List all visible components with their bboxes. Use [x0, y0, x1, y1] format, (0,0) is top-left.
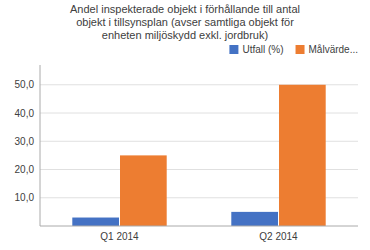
bar: [72, 218, 119, 226]
title: Andel inspekterade objekt i förhållande …: [70, 3, 300, 41]
bar: [231, 212, 278, 226]
bar: [120, 155, 167, 226]
y-tick-label: 10,0: [15, 192, 35, 203]
legend-swatch: [229, 45, 238, 54]
chart: Andel inspekterade objekt i förhållande …: [0, 0, 370, 250]
legend: Utfall (%) Målvärde...: [229, 44, 358, 55]
legend-label: Utfall (%): [242, 44, 283, 55]
y-tick-label: 50,0: [15, 79, 35, 90]
legend-item: Målvärde...: [296, 44, 358, 55]
y-tick-label: 40,0: [15, 108, 35, 119]
legend-item: Utfall (%): [229, 44, 283, 55]
y-axis-line: [40, 65, 41, 226]
x-tick-label: Q1 2014: [100, 231, 139, 242]
legend-swatch: [296, 45, 305, 54]
bar: [279, 85, 326, 226]
y-tick-label: 20,0: [15, 164, 35, 175]
legend-label: Målvärde...: [309, 44, 358, 55]
x-tick-label: Q2 2014: [259, 231, 298, 242]
y-tick-label: 30,0: [15, 136, 35, 147]
x-axis-line: [40, 226, 358, 227]
